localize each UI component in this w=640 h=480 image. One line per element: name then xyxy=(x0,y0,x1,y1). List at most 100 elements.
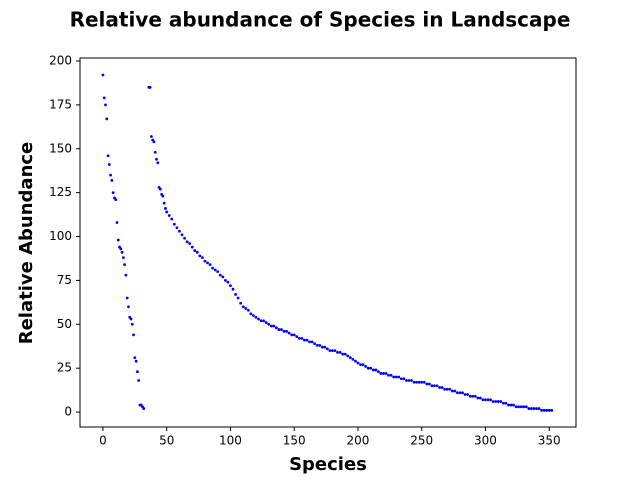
point xyxy=(178,229,181,233)
y-tick-label: 175 xyxy=(49,97,72,111)
x-tick-label: 300 xyxy=(474,434,497,448)
point xyxy=(180,233,184,237)
point xyxy=(185,240,189,244)
point xyxy=(392,375,396,379)
point xyxy=(277,328,281,331)
point xyxy=(359,363,362,367)
point xyxy=(297,336,301,340)
point xyxy=(438,386,441,389)
chart-title: Relative abundance of Species in Landsca… xyxy=(70,8,571,32)
point xyxy=(106,154,110,158)
point xyxy=(512,403,515,407)
point xyxy=(156,161,160,165)
point xyxy=(254,315,258,319)
point xyxy=(313,342,317,346)
point xyxy=(104,103,107,107)
point xyxy=(394,375,398,379)
point xyxy=(535,407,538,410)
point xyxy=(287,331,291,335)
point xyxy=(540,408,543,412)
point xyxy=(116,238,120,242)
point xyxy=(134,359,138,363)
point xyxy=(267,322,271,326)
point xyxy=(323,345,327,349)
x-tick-label: 50 xyxy=(159,434,174,448)
point xyxy=(132,333,135,337)
x-tick-label: 200 xyxy=(347,434,370,448)
point xyxy=(547,408,551,412)
point xyxy=(361,363,365,367)
point xyxy=(527,407,531,410)
point xyxy=(246,308,250,312)
point xyxy=(318,343,322,347)
point xyxy=(239,301,243,305)
point xyxy=(343,352,347,356)
point xyxy=(292,333,296,337)
point xyxy=(468,394,472,398)
point xyxy=(153,150,157,154)
point xyxy=(213,268,217,272)
x-tick-label: 150 xyxy=(283,434,306,448)
point xyxy=(371,368,375,372)
point xyxy=(458,391,462,395)
point xyxy=(522,405,526,409)
point xyxy=(481,398,485,402)
point xyxy=(430,384,434,388)
point xyxy=(234,293,237,296)
point xyxy=(175,226,179,230)
point xyxy=(257,317,260,321)
point xyxy=(374,368,378,372)
y-axis-label: Relative Abundance xyxy=(16,142,37,345)
point xyxy=(123,263,127,267)
point xyxy=(384,372,388,375)
point xyxy=(486,398,490,402)
point xyxy=(274,326,278,330)
point xyxy=(161,194,165,198)
point xyxy=(417,380,421,384)
point xyxy=(410,379,413,382)
point xyxy=(382,372,385,375)
point xyxy=(471,394,475,398)
point xyxy=(282,329,286,333)
point xyxy=(203,259,207,263)
y-tick-label: 50 xyxy=(57,317,72,331)
point xyxy=(262,319,266,323)
point xyxy=(172,222,176,226)
point xyxy=(300,336,304,340)
point xyxy=(303,338,306,342)
point xyxy=(259,319,263,323)
point xyxy=(223,279,227,282)
plot-frame xyxy=(79,57,577,428)
y-tick-label: 100 xyxy=(49,229,72,243)
point xyxy=(305,338,309,342)
point xyxy=(448,387,452,391)
point xyxy=(466,393,470,396)
point xyxy=(152,140,156,144)
point xyxy=(415,380,419,384)
point xyxy=(445,387,449,391)
point xyxy=(420,380,424,384)
point xyxy=(364,365,368,368)
point xyxy=(328,349,332,353)
point xyxy=(507,403,510,407)
point xyxy=(137,379,141,382)
point xyxy=(115,221,119,224)
point xyxy=(241,305,245,309)
point xyxy=(127,305,130,309)
point xyxy=(325,347,329,351)
point xyxy=(545,408,549,412)
point xyxy=(320,345,324,349)
point xyxy=(379,372,383,375)
point xyxy=(532,407,536,410)
point xyxy=(285,329,288,333)
point xyxy=(333,349,337,353)
point xyxy=(443,387,447,391)
point xyxy=(519,405,523,409)
point xyxy=(272,324,276,328)
point xyxy=(422,380,426,384)
point xyxy=(150,135,153,138)
point xyxy=(315,343,319,347)
point xyxy=(494,400,498,403)
point xyxy=(195,250,199,254)
y-tick-label: 25 xyxy=(57,361,72,375)
